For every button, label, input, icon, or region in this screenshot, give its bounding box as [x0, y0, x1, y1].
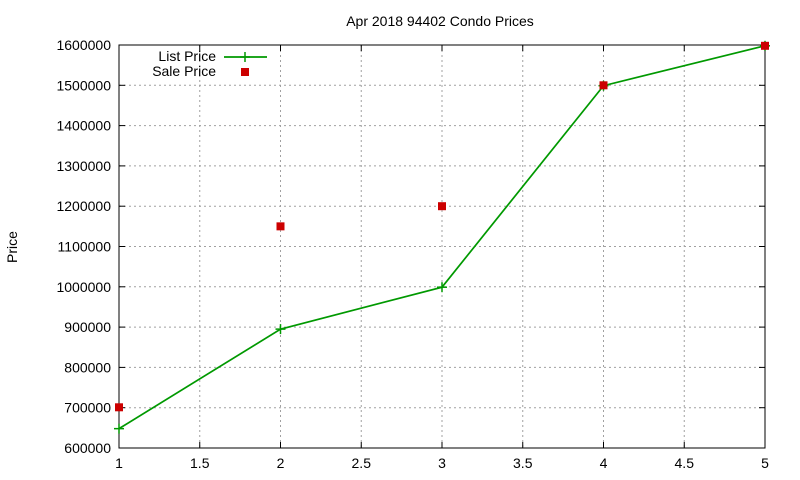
x-tick-label: 3.5 [513, 455, 533, 471]
x-tick-label: 2.5 [352, 455, 372, 471]
legend-label-sale-price: Sale Price [152, 63, 216, 79]
y-axis-label: Price [4, 231, 20, 263]
x-tick-label: 1.5 [190, 455, 210, 471]
sale-price-point [276, 222, 285, 231]
y-axis: 600000 700000 800000 900000 1000000 1100000 12… [56, 37, 765, 456]
legend: List Price Sale Price [152, 48, 267, 79]
chart-title: Apr 2018 94402 Condo Prices [346, 13, 534, 29]
sale-price-point [438, 202, 446, 211]
y-tick-label: 800000 [64, 359, 111, 375]
y-tick-label: 700000 [64, 400, 111, 416]
y-tick-label: 1200000 [56, 198, 111, 214]
list-price-point [437, 282, 447, 293]
y-tick-label: 1400000 [56, 118, 111, 134]
legend-marker-list-price [240, 52, 250, 62]
sale-price-point [761, 41, 769, 50]
y-tick-label: 1600000 [56, 37, 111, 53]
y-tick-label: 1300000 [56, 158, 111, 174]
x-tick-label: 5 [761, 455, 769, 471]
x-axis: 1 1.5 2 2.5 3 3.5 4 4.5 5 [115, 45, 769, 471]
y-tick-label: 900000 [64, 319, 111, 335]
x-tick-label: 3 [438, 455, 446, 471]
x-tick-label: 4.5 [675, 455, 695, 471]
grid [119, 45, 765, 448]
legend-label-list-price: List Price [158, 48, 216, 64]
list-price-point [275, 324, 286, 335]
list-price-point [114, 423, 124, 434]
y-tick-label: 1500000 [56, 77, 111, 93]
y-tick-label: 600000 [64, 440, 111, 456]
y-tick-label: 1100000 [58, 239, 112, 255]
x-tick-label: 4 [600, 455, 608, 471]
x-tick-label: 2 [277, 455, 285, 471]
y-tick-label: 1000000 [56, 279, 111, 295]
x-tick-label: 1 [115, 455, 123, 471]
sale-price-point [115, 403, 123, 412]
sale-price-point [599, 81, 608, 90]
legend-marker-sale-price [241, 68, 249, 76]
series-layer [114, 40, 770, 434]
